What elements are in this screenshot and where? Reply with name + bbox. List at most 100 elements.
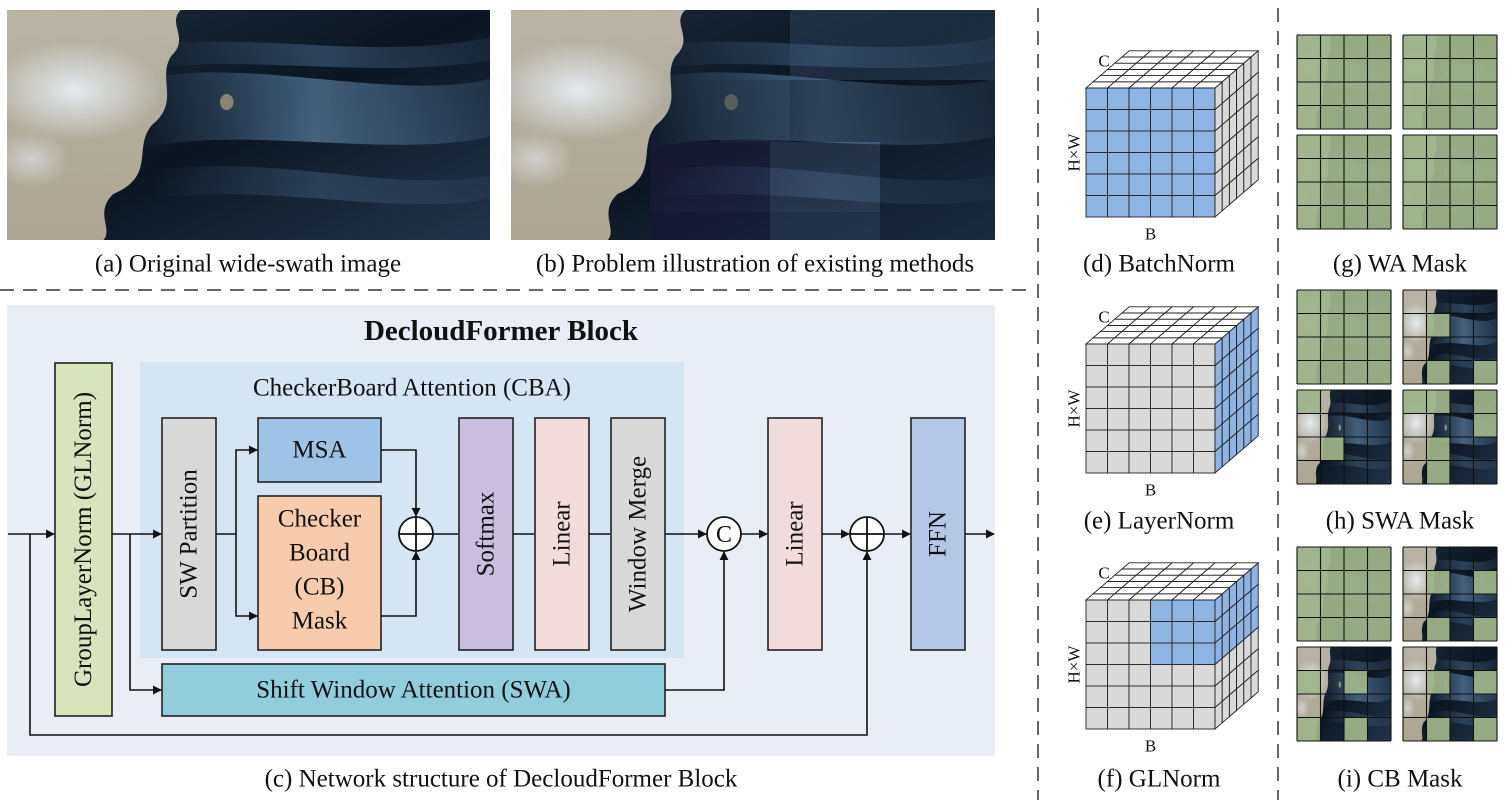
problem-illustration-image (491, 10, 996, 240)
wa-mask-tile-masked-cell (1344, 205, 1368, 229)
batchnorm-cube-front-cell (1193, 152, 1216, 175)
window-merge-box (610, 417, 666, 651)
swa-mask-tile-masked-cell (1473, 360, 1497, 384)
batchnorm-cube-front-cell (1193, 195, 1216, 218)
cb-mask-tile-masked-cell (1473, 570, 1497, 594)
swa-mask-tile-masked-cell (1320, 313, 1344, 337)
layernorm-cube-front-cell (1107, 451, 1130, 474)
wa-mask-tile-masked-cell (1297, 182, 1321, 206)
layernorm-cube-front-cell (1085, 343, 1108, 366)
inconsistent-patch (650, 142, 770, 212)
wa-mask-tile-masked-cell (1367, 135, 1391, 159)
batchnorm-cube-front-cell (1128, 195, 1151, 218)
glnorm-cube-top-cell (1228, 562, 1260, 570)
batchnorm-cube: C H×W B (1065, 49, 1260, 244)
glnorm-cube-front-cell (1085, 707, 1108, 730)
batchnorm-cube-front-cell (1085, 195, 1108, 218)
cb-mask-tile-masked-cell (1426, 717, 1450, 741)
glnorm-cube-front-cell (1193, 621, 1216, 644)
glnorm-cube-front-cell (1171, 685, 1194, 708)
layernorm-cube-front-cell (1150, 451, 1173, 474)
glnorm-cube-front-cell (1107, 664, 1130, 687)
batchnorm-cube-front-cell (1171, 87, 1194, 110)
wa-mask-tile-masked-cell (1403, 135, 1427, 159)
wa-mask-tile-masked-cell (1320, 182, 1344, 206)
wa-mask-tile-masked-cell (1450, 182, 1474, 206)
glnorm-cube-axis-c: C (1098, 564, 1109, 583)
swa-mask-tile-masked-cell (1297, 313, 1321, 337)
batchnorm-cube-front-cell (1171, 109, 1194, 132)
concat-label: C (716, 522, 732, 548)
layernorm-cube-front-cell (1107, 429, 1130, 452)
wa-mask-tile-masked-cell (1426, 105, 1450, 129)
swa-mask-tile-masked-cell (1426, 460, 1450, 484)
glnorm-cube-front-cell (1150, 642, 1173, 665)
swa-mask-tile-masked-cell (1297, 290, 1321, 314)
wa-mask-tile-masked-cell (1367, 105, 1391, 129)
wa-mask-tile-masked-cell (1344, 58, 1368, 82)
wa-mask-tile-masked-cell (1344, 82, 1368, 106)
batchnorm-cube-front-cell (1107, 152, 1130, 175)
batchnorm-cube-front-cell (1171, 173, 1194, 196)
softmax-box-label: Softmax (473, 491, 500, 576)
wa-mask-tile-masked-cell (1403, 58, 1427, 82)
glnorm-cube-axis-hw: H×W (1065, 645, 1084, 684)
batchnorm-cube-front-cell (1193, 173, 1216, 196)
batchnorm-cube-front-cell (1085, 152, 1108, 175)
glnorm-cube-front-cell (1107, 599, 1130, 622)
msa-box (257, 417, 382, 483)
glnorm-cube-front-cell (1171, 642, 1194, 665)
wa-mask-tile-masked-cell (1450, 58, 1474, 82)
glnorm-cube-front-cell (1128, 599, 1151, 622)
cb-mask-tile-masked-cell (1473, 670, 1497, 694)
layernorm-cube-front-cell (1107, 408, 1130, 431)
cba-region (140, 362, 684, 658)
cb-mask-tile-masked-cell (1344, 570, 1368, 594)
glnorm-cube-front-cell (1193, 599, 1216, 622)
linear1-box (534, 417, 590, 651)
glnorm-cube-axis-b: B (1145, 737, 1156, 756)
glnorm-cube-front-cell (1193, 642, 1216, 665)
batchnorm-cube-front-cell (1193, 87, 1216, 110)
cb-mask-label-line: Board (289, 540, 351, 567)
caption-a: (a) Original wide-swath image (95, 251, 401, 278)
glnorm-cube-front-cell (1085, 685, 1108, 708)
wa-mask-tile-masked-cell (1426, 135, 1450, 159)
inconsistent-patch (770, 212, 880, 240)
swa-box-label: Shift Window Attention (SWA) (256, 677, 571, 704)
swa-mask-tile-masked-cell (1297, 390, 1321, 414)
sw-to-cb (235, 534, 258, 621)
layernorm-cube-front-cell (1171, 429, 1194, 452)
wa-mask-tile-masked-cell (1450, 135, 1474, 159)
batchnorm-cube-front-cell (1150, 87, 1173, 110)
swa-mask-tile-masked-cell (1344, 290, 1368, 314)
layernorm-cube-front-cell (1107, 343, 1130, 366)
wa-mask-tile-masked-cell (1403, 205, 1427, 229)
wa-mask-tile-masked-cell (1367, 58, 1391, 82)
wa-mask-tile-masked-cell (1473, 35, 1497, 59)
branch-to-swa (129, 534, 162, 695)
cb-mask-tile-masked-cell (1344, 547, 1368, 571)
swa-mask-tile-masked-cell (1297, 360, 1321, 384)
cb-mask-tile-masked-cell (1344, 670, 1368, 694)
swa-mask-tile-masked-cell (1367, 313, 1391, 337)
wa-mask-tile-masked-cell (1344, 105, 1368, 129)
cb-mask-tile-masked-cell (1344, 594, 1368, 618)
swa-mask-tile-masked-cell (1367, 290, 1391, 314)
batchnorm-cube-front-cell (1171, 195, 1194, 218)
inconsistent-patch (720, 80, 995, 142)
layernorm-cube-axis-c: C (1098, 308, 1109, 327)
wa-mask-tile-masked-cell (1297, 82, 1321, 106)
wa-mask-tile-masked-cell (1367, 82, 1391, 106)
wa-mask-tile-masked-cell (1320, 135, 1344, 159)
wa-mask-tile-masked-cell (1297, 158, 1321, 182)
cb-mask-tile-masked-cell (1344, 617, 1368, 641)
linear2-box-label: Linear (782, 501, 809, 567)
wa-mask-tile-masked-cell (1344, 35, 1368, 59)
swa-mask-tile-masked-cell (1320, 437, 1344, 461)
glnorm-cube-front-cell (1128, 707, 1151, 730)
layernorm-cube-front-cell (1128, 343, 1151, 366)
wa-mask-tile-masked-cell (1403, 105, 1427, 129)
batchnorm-cube-front-cell (1128, 109, 1151, 132)
wa-mask-tile-masked-cell (1473, 58, 1497, 82)
